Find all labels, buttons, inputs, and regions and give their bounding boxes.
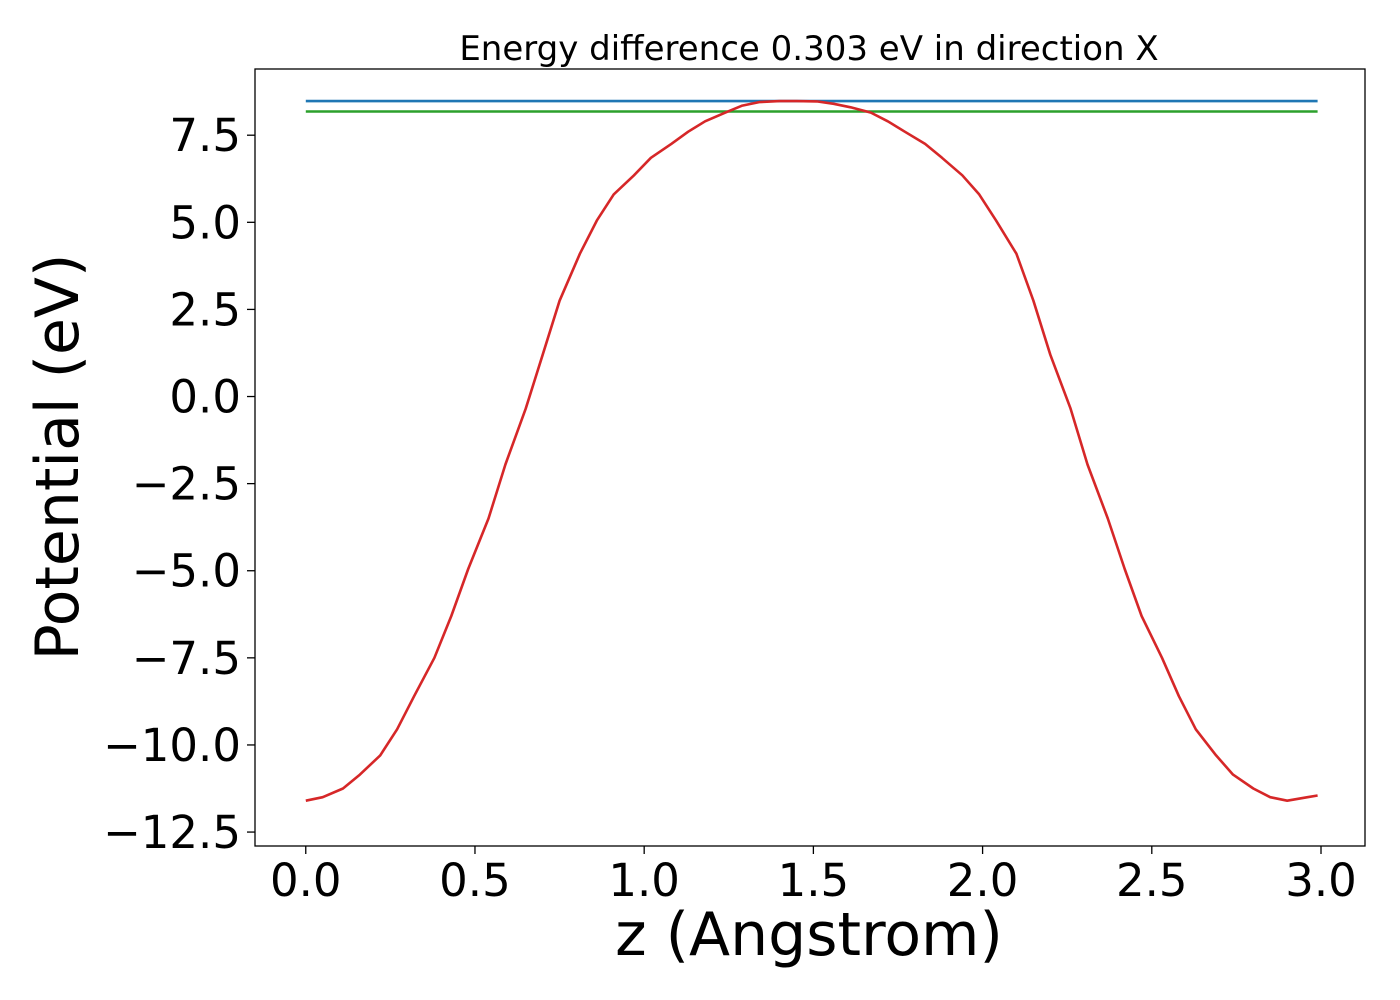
- x-axis-label: z (Angstrom): [615, 900, 1003, 970]
- chart-title: Energy difference 0.303 eV in direction …: [459, 29, 1158, 69]
- y-tick-label: −12.5: [103, 806, 241, 859]
- x-tick-label: 2.0: [947, 854, 1019, 907]
- y-axis: −12.5 −10.0 −7.5 −5.0 −2.5 0.0 2.5 5.0 7.5: [103, 109, 255, 859]
- x-tick-label: 3.0: [1285, 854, 1357, 907]
- y-tick-label: 0.0: [169, 371, 241, 424]
- x-tick-label: 2.5: [1116, 854, 1188, 907]
- x-tick-label: 1.5: [778, 854, 850, 907]
- y-tick-label: −5.0: [132, 545, 241, 598]
- x-axis: 0.0 0.5 1.0 1.5 2.0 2.5 3.0: [270, 846, 1357, 907]
- y-axis-label: Potential (eV): [23, 254, 93, 661]
- y-tick-label: 7.5: [169, 109, 241, 162]
- series-line-2: [305, 99, 1318, 803]
- y-tick-label: 2.5: [169, 283, 241, 336]
- y-tick-label: −10.0: [103, 719, 241, 772]
- plot-frame: [254, 68, 1366, 847]
- x-tick-label: 0.0: [270, 854, 342, 907]
- x-tick-label: 0.5: [439, 854, 511, 907]
- y-tick-label: −7.5: [132, 632, 241, 685]
- y-tick-label: 5.0: [169, 196, 241, 249]
- plot-lines: [305, 99, 1318, 803]
- x-tick-label: 1.0: [608, 854, 680, 907]
- y-tick-label: −2.5: [132, 458, 241, 511]
